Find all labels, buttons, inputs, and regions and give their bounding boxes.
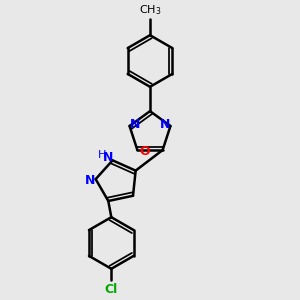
Text: N: N	[130, 118, 140, 131]
Text: Cl: Cl	[105, 283, 118, 296]
Text: N: N	[160, 118, 170, 131]
Text: N: N	[85, 174, 95, 187]
Text: H: H	[98, 150, 107, 160]
Text: N: N	[103, 151, 113, 164]
Text: CH$_3$: CH$_3$	[139, 3, 161, 16]
Text: O: O	[139, 145, 150, 158]
